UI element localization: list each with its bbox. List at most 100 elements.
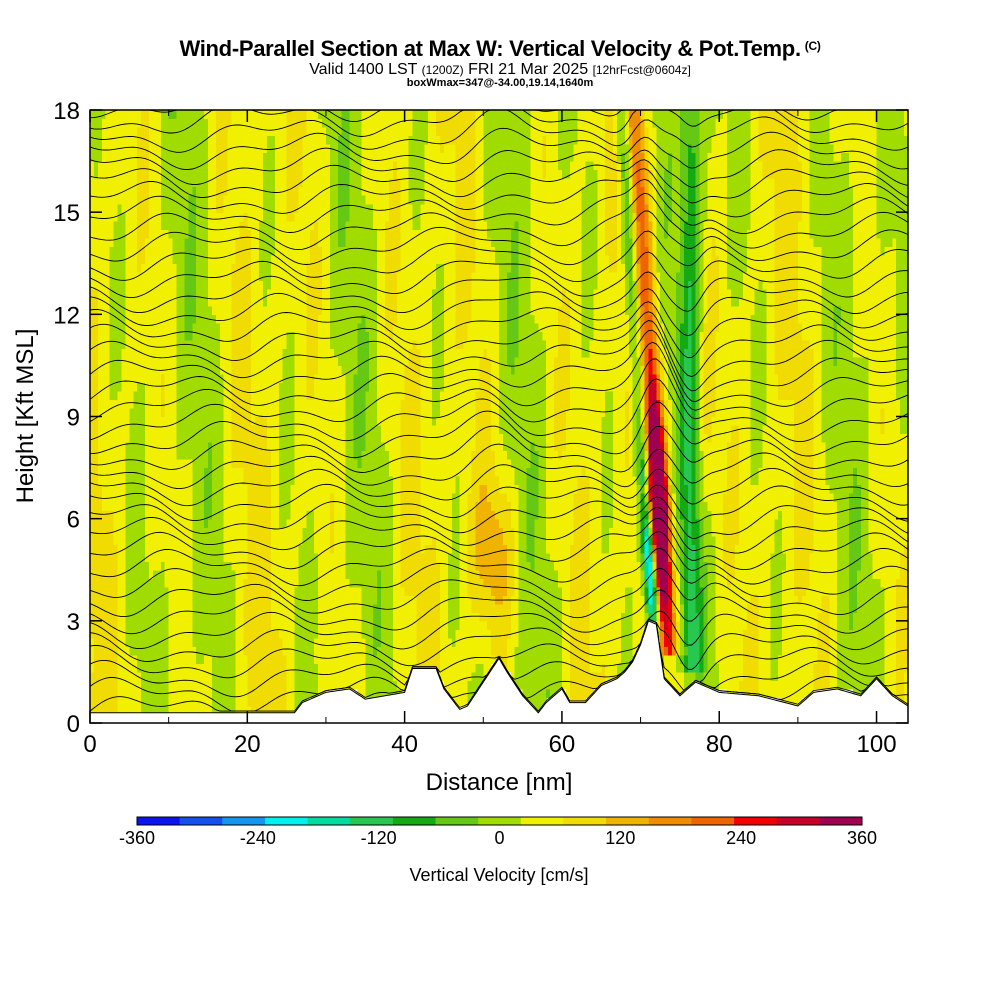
velocity-cell [239, 110, 244, 120]
velocity-cell [137, 637, 142, 647]
velocity-cell [121, 382, 126, 392]
velocity-cell [235, 688, 241, 699]
velocity-cell [105, 637, 111, 647]
velocity-cell [357, 603, 362, 613]
velocity-cell [176, 552, 182, 562]
velocity-cell [219, 535, 225, 545]
velocity-cell [325, 229, 331, 239]
velocity-cell [337, 229, 343, 239]
velocity-cell [196, 263, 201, 273]
velocity-cell [251, 322, 256, 332]
velocity-cell [247, 459, 252, 469]
velocity-cell [337, 603, 343, 613]
velocity-cell [152, 654, 158, 664]
velocity-cell [278, 356, 284, 367]
velocity-cell [365, 305, 370, 315]
velocity-cell [286, 212, 292, 222]
velocity-cell [227, 671, 233, 682]
velocity-cell [121, 365, 126, 375]
velocity-cell [109, 373, 115, 384]
velocity-cell [353, 646, 359, 656]
velocity-cell [137, 535, 142, 545]
velocity-cell [278, 399, 284, 409]
velocity-cell [200, 246, 205, 256]
velocity-cell [247, 237, 252, 247]
velocity-cell [278, 246, 284, 256]
velocity-cell [156, 552, 162, 562]
velocity-cell [263, 169, 268, 179]
velocity-cell [160, 348, 166, 358]
velocity-cell [141, 365, 146, 375]
velocity-cell [121, 348, 126, 358]
velocity-cell [314, 169, 319, 179]
velocity-cell [215, 407, 221, 418]
velocity-cell [239, 688, 244, 699]
velocity-cell [133, 552, 138, 562]
velocity-cell [314, 518, 319, 528]
velocity-cell [101, 161, 107, 171]
velocity-cell [294, 229, 300, 239]
velocity-cell [278, 118, 284, 128]
velocity-cell [239, 331, 244, 341]
velocity-cell [357, 442, 362, 452]
velocity-cell [325, 518, 331, 528]
velocity-cell [211, 688, 217, 699]
velocity-cell [341, 501, 347, 511]
velocity-cell [160, 671, 166, 682]
velocity-cell [282, 680, 288, 690]
velocity-cell [318, 127, 323, 137]
velocity-cell [105, 561, 111, 571]
velocity-cell [247, 118, 252, 128]
velocity-cell [113, 603, 119, 613]
velocity-cell [109, 459, 115, 469]
velocity-cell [251, 339, 256, 349]
velocity-cell [278, 442, 284, 452]
velocity-cell [109, 178, 115, 188]
velocity-cell [247, 518, 252, 528]
velocity-cell [341, 637, 347, 647]
velocity-cell [302, 246, 307, 256]
velocity-cell [101, 612, 107, 622]
velocity-cell [117, 135, 123, 145]
velocity-cell [270, 399, 276, 409]
velocity-cell [302, 271, 307, 281]
velocity-cell [353, 544, 359, 554]
velocity-cell [341, 425, 347, 435]
velocity-cell [172, 305, 178, 315]
velocity-cell [101, 425, 107, 435]
velocity-cell [145, 399, 150, 409]
velocity-cell [329, 527, 335, 537]
velocity-cell [282, 110, 288, 120]
velocity-cell [172, 169, 178, 179]
velocity-cell [172, 603, 178, 613]
velocity-cell [353, 110, 359, 120]
velocity-cell [145, 586, 150, 596]
velocity-cell [152, 152, 158, 162]
velocity-cell [290, 603, 296, 613]
velocity-cell [192, 646, 197, 656]
velocity-cell [322, 186, 327, 196]
velocity-cell [109, 578, 115, 588]
velocity-cell [184, 586, 189, 596]
velocity-cell [251, 356, 256, 367]
velocity-cell [231, 433, 237, 443]
velocity-cell [306, 263, 311, 273]
velocity-cell [294, 595, 300, 605]
velocity-cell [290, 297, 296, 307]
velocity-cell [310, 144, 315, 154]
velocity-cell [188, 110, 193, 120]
velocity-cell [329, 518, 335, 528]
velocity-cell [125, 459, 130, 469]
velocity-cell [318, 297, 323, 307]
velocity-cell [223, 195, 229, 205]
velocity-cell [322, 263, 327, 273]
velocity-cell [211, 620, 217, 630]
velocity-cell [93, 152, 99, 162]
velocity-cell [101, 416, 107, 426]
velocity-cell [243, 118, 248, 128]
velocity-cell [361, 552, 366, 562]
velocity-cell [239, 416, 244, 426]
velocity-cell [353, 399, 359, 409]
velocity-cell [361, 433, 366, 443]
velocity-cell [188, 135, 193, 145]
